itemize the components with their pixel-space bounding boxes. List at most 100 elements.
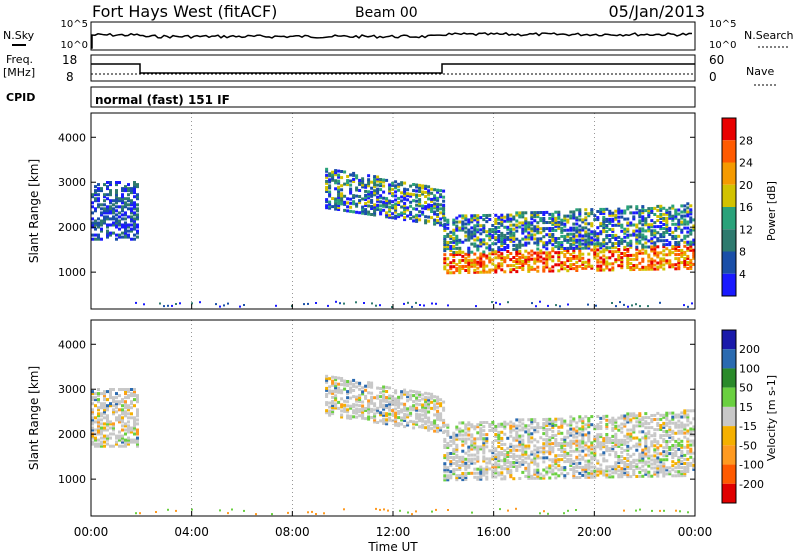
power-echo-cell (506, 235, 510, 239)
power-echo-cell (379, 178, 383, 181)
beam-label: Beam 00 (355, 5, 418, 21)
power-echo-cell (397, 215, 401, 219)
vel-echo-cell (581, 469, 585, 473)
vel-echo-cell (686, 437, 690, 441)
vel-echo-cell (473, 441, 477, 445)
vel-echo-cell (593, 425, 597, 429)
power-echo-cell (590, 248, 594, 252)
power-echo-cell (476, 262, 480, 266)
power-echo-cell (133, 219, 136, 223)
vel-echo-cell (106, 408, 109, 412)
vel-echo-cell (566, 458, 570, 461)
power-echo-cell (578, 258, 582, 262)
power-echo-cell (458, 228, 462, 232)
power-echo-cell (121, 199, 124, 203)
power-echo-cell (524, 219, 528, 223)
vel-echo-cell (367, 385, 371, 389)
power-echo-cell (626, 229, 630, 233)
power-echo-cell (665, 212, 669, 216)
vel-echo-cell (509, 463, 513, 466)
vel-echo-cell (124, 440, 127, 444)
power-echo-cell (379, 194, 383, 198)
vel-echo-cell (536, 426, 540, 430)
power-echo-cell (650, 219, 654, 223)
power-echo-cell (512, 260, 516, 263)
power-echo-cell (352, 177, 356, 181)
vel-echo-cell (403, 408, 407, 412)
power-echo-cell (626, 260, 630, 263)
vel-echo-cell (665, 458, 669, 462)
vel-echo-cell (436, 397, 440, 401)
power-echo-cell (91, 237, 94, 241)
power-echo-cell (343, 208, 347, 212)
power-echo-cell (644, 267, 648, 271)
power-echo-cell (418, 190, 422, 193)
power-echo-cell (650, 209, 654, 212)
vel-echo-cell (614, 420, 618, 424)
vel-echo-cell (100, 428, 103, 432)
power-echo-cell (509, 270, 513, 274)
vel-echo-cell (352, 378, 356, 382)
freq-series-line (91, 63, 695, 74)
vel-echo-cell (439, 398, 443, 402)
power-echo-cell (458, 271, 462, 275)
power-echo-cell (97, 223, 100, 227)
vel-echo-cell (566, 472, 570, 476)
vel-echo-cell (674, 445, 678, 449)
vel-echo-cell (515, 434, 519, 438)
power-echo-cell (608, 268, 612, 272)
vel-echo-cell (551, 423, 555, 427)
power-echo-cell (470, 214, 474, 218)
vel-echo-cell (677, 466, 681, 470)
power-echo-cell (626, 205, 630, 209)
vel-echo-cell (689, 463, 693, 467)
power-echo-cell (653, 231, 657, 235)
vel-echo-cell (409, 407, 413, 411)
vel-echo-cell (680, 455, 684, 459)
vel-echo-cell (593, 439, 597, 443)
power-echo-cell (539, 251, 543, 255)
power-echo-cell (677, 226, 681, 230)
vel-echo-cell (617, 461, 621, 465)
power-echo-cell (397, 182, 401, 186)
power-echo-cell (367, 194, 371, 198)
power-echo-cell (590, 212, 594, 216)
power-echo-cell (617, 240, 621, 243)
vel-echo-cell (97, 392, 100, 396)
vel-echo-cell (331, 395, 335, 399)
power-echo-cell (593, 238, 597, 242)
power-echo-cell (659, 301, 661, 304)
x-tick-label: 04:00 (174, 525, 209, 539)
vel-echo-cell (385, 422, 389, 426)
power-echo-cell (367, 204, 371, 208)
vel-echo-cell (331, 383, 335, 387)
vel-echo-cell (367, 405, 371, 409)
power-echo-cell (112, 223, 115, 227)
power-echo-cell (674, 263, 678, 267)
power-echo-cell (421, 204, 425, 208)
vel-echo-cell (548, 446, 552, 450)
vel-echo-cell (515, 444, 519, 448)
vel-echo-cell (385, 418, 389, 422)
power-echo-cell (680, 214, 684, 218)
vel-echo-cell (551, 421, 555, 425)
power-echo-cell (680, 255, 684, 258)
power-echo-cell (635, 257, 639, 261)
vel-echo-cell (611, 467, 615, 471)
vel-echo-cell (668, 452, 672, 456)
vel-echo-cell (506, 471, 510, 475)
power-echo-cell (521, 211, 525, 215)
vel-echo-cell (599, 443, 603, 447)
vel-echo-cell (587, 471, 591, 475)
vel-echo-cell (442, 406, 446, 410)
vel-echo-cell (623, 473, 627, 477)
vel-echo-cell (617, 428, 621, 432)
power-echo-cell (464, 234, 468, 238)
power-echo-cell (452, 244, 456, 248)
power-echo-cell (614, 215, 618, 219)
power-echo-cell (364, 212, 368, 216)
power-echo-cell (458, 220, 462, 224)
vel-echo-cell (100, 412, 103, 416)
power-echo-cell (584, 266, 588, 270)
power-echo-cell (650, 261, 654, 265)
